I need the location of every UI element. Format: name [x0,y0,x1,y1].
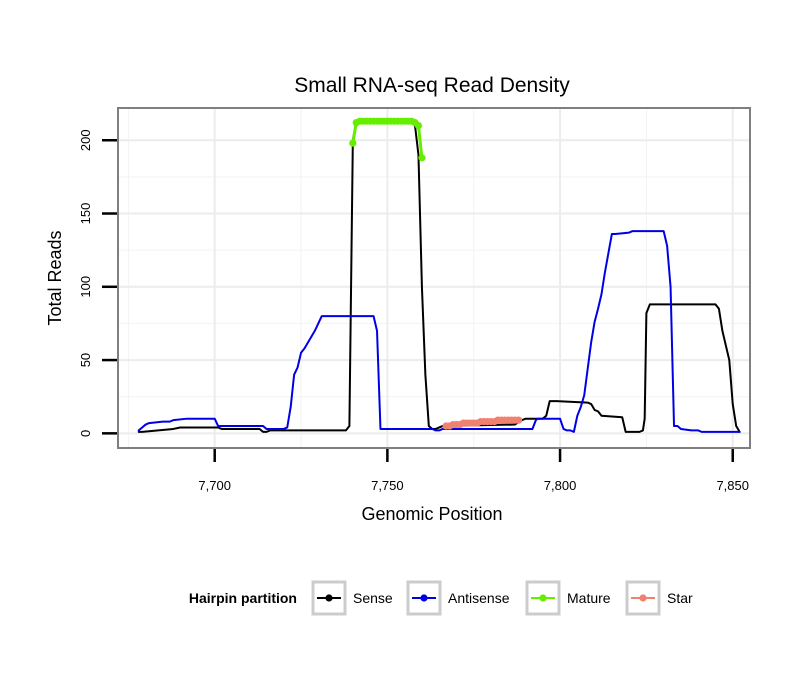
y-tick-label: 200 [78,129,93,151]
legend-item-mature: Mature [525,580,611,616]
x-tick-label: 7,750 [371,478,404,493]
legend-item-star: Star [625,580,693,616]
x-tick-label: 7,800 [544,478,577,493]
y-axis: 0 50 100 150 200 [78,129,117,437]
legend: Hairpin partition Sense Antisense Mature St… [189,580,693,616]
x-axis-label: Genomic Position [361,504,502,524]
legend-label: Star [667,590,693,606]
y-tick-label: 150 [78,203,93,225]
legend-title: Hairpin partition [189,590,297,606]
x-tick-label: 7,700 [198,478,231,493]
data-point-mature [418,154,426,162]
legend-key-point [639,594,647,602]
series-line-antisense [137,230,741,433]
grid-lines [119,109,749,447]
y-tick-label: 50 [78,353,93,367]
x-axis: 7,700 7,750 7,800 7,850 [198,449,749,493]
x-tick-label: 7,850 [716,478,749,493]
legend-key-point [420,594,428,602]
y-tick-label: 0 [78,430,93,437]
series-layer [137,117,741,433]
legend-key-point [325,594,333,602]
legend-key-point [539,594,547,602]
legend-label: Antisense [448,590,510,606]
data-point-mature [414,121,423,130]
y-axis-label: Total Reads [45,230,65,325]
data-point-star [515,416,523,424]
legend-label: Sense [353,590,393,606]
y-tick-label: 100 [78,276,93,298]
data-point-mature [349,139,357,147]
legend-label: Mature [567,590,611,606]
legend-item-antisense: Antisense [406,580,510,616]
legend-item-sense: Sense [311,580,393,616]
chart-title: Small RNA-seq Read Density [294,74,570,97]
